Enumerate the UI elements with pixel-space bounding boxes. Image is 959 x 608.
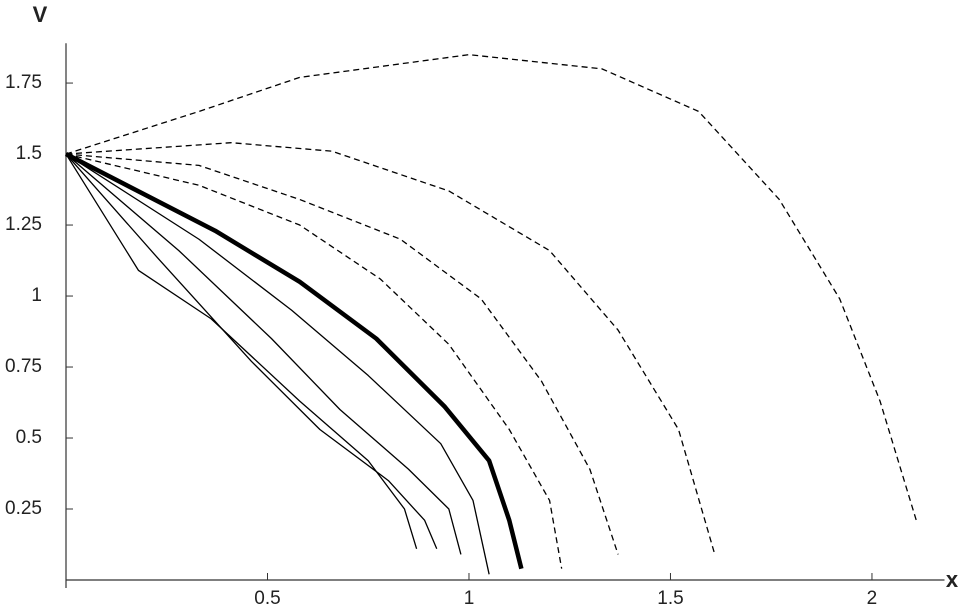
x-axis-label: x <box>946 567 959 592</box>
series-line <box>65 153 462 555</box>
series-line <box>65 153 438 550</box>
y-tick-label: 1 <box>31 285 42 306</box>
y-tick-label: 1.5 <box>16 143 42 164</box>
series-line <box>65 153 418 549</box>
y-axis-label: V <box>33 2 48 27</box>
series-line <box>65 142 716 555</box>
x-tick-label: 1 <box>464 588 475 608</box>
series-line <box>65 153 619 555</box>
series-line <box>65 153 490 575</box>
x-tick-label: 1.5 <box>657 588 683 608</box>
y-tick-label: 0.5 <box>16 427 42 448</box>
y-tick-label: 1.75 <box>5 72 42 93</box>
series-line <box>65 153 563 569</box>
x-tick-label: 0.5 <box>254 588 280 608</box>
series-line <box>65 54 917 521</box>
y-tick-label: 0.75 <box>5 356 42 377</box>
y-tick-label: 1.25 <box>5 214 42 235</box>
series-line <box>64 152 524 570</box>
y-tick-label: 0.25 <box>5 498 42 519</box>
x-tick-label: 2 <box>867 588 878 608</box>
